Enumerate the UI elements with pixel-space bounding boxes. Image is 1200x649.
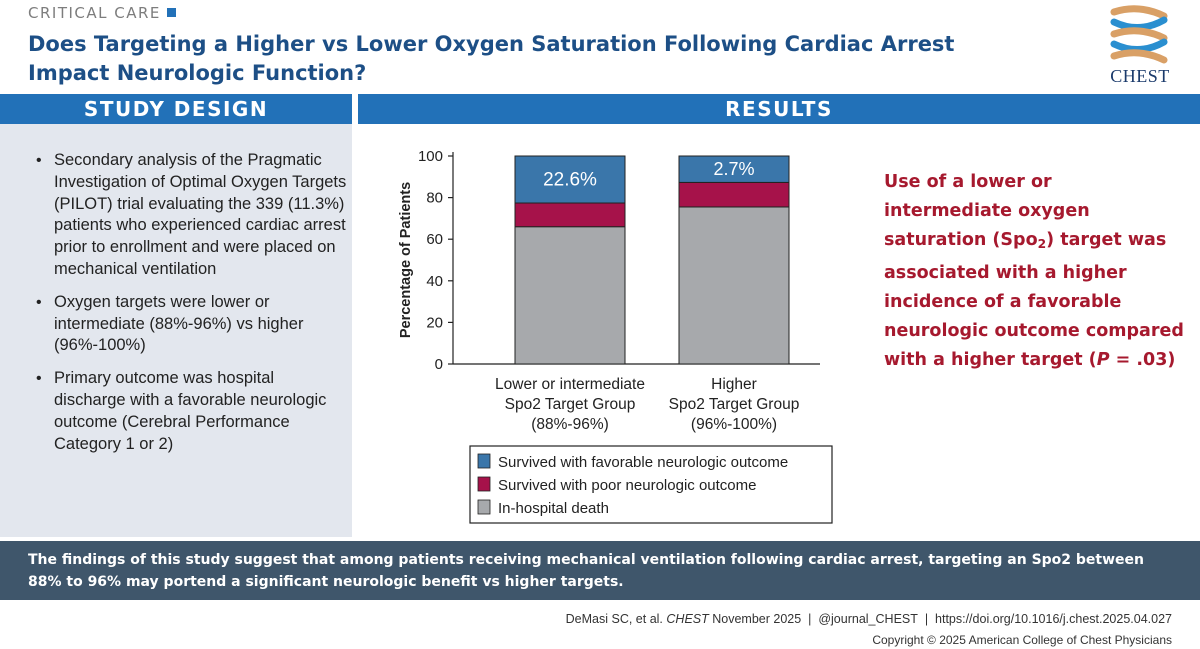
study-design-list: Secondary analysis of the Pragmatic Inve… bbox=[30, 150, 348, 466]
legend-box bbox=[469, 445, 833, 524]
legend-label: Survived with poor neurologic outcome bbox=[498, 477, 756, 494]
bar-segment bbox=[678, 181, 790, 208]
list-item: Oxygen targets were lower or intermediat… bbox=[30, 292, 348, 357]
copyright: Copyright © 2025 American College of Che… bbox=[872, 633, 1172, 647]
legend-swatch bbox=[477, 453, 491, 469]
x-tick-label: Spo2 Target Group bbox=[505, 396, 636, 413]
logo-wordmark: CHEST bbox=[1110, 66, 1170, 86]
bar-data-label: 22.6% bbox=[543, 170, 597, 191]
header: CRITICAL CARE Does Targeting a Higher vs… bbox=[0, 0, 1200, 94]
x-tick-label: (88%-96%) bbox=[531, 416, 609, 433]
y-tick-label: 100 bbox=[418, 148, 443, 165]
x-tick-label: Higher bbox=[711, 376, 757, 393]
chest-logo-icon bbox=[1110, 5, 1168, 64]
y-tick-label: 0 bbox=[435, 356, 443, 373]
bar-segment bbox=[514, 155, 626, 204]
summary-banner: The findings of this study suggest that … bbox=[0, 541, 1200, 600]
page-title: Does Targeting a Higher vs Lower Oxygen … bbox=[28, 32, 955, 85]
list-item: Primary outcome was hospital discharge w… bbox=[30, 368, 348, 455]
legend-swatch bbox=[477, 499, 491, 515]
bar-data-label: 2.7% bbox=[713, 159, 754, 179]
legend-swatch bbox=[477, 476, 491, 492]
results-heading: RESULTS bbox=[725, 97, 833, 121]
doi-link[interactable]: https://doi.org/10.1016/j.chest.2025.04.… bbox=[935, 612, 1172, 626]
key-finding: Use of a lower or intermediate oxygen sa… bbox=[884, 172, 1184, 370]
x-tick-label: Spo2 Target Group bbox=[669, 396, 800, 413]
citation: DeMasi SC, et al. CHEST November 2025 | … bbox=[565, 612, 1172, 626]
bar-segment bbox=[514, 226, 626, 365]
y-tick-label: 20 bbox=[426, 314, 443, 331]
legend-label: Survived with favorable neurologic outco… bbox=[498, 454, 788, 471]
bar-segment bbox=[514, 202, 626, 228]
y-tick-label: 80 bbox=[426, 190, 443, 207]
y-tick-label: 60 bbox=[426, 231, 443, 248]
section-label: CRITICAL CARE bbox=[28, 4, 176, 22]
section-square-icon bbox=[166, 8, 176, 17]
y-tick-label: 40 bbox=[426, 273, 443, 290]
x-tick-label: (96%-100%) bbox=[691, 416, 777, 433]
results-band bbox=[358, 94, 1200, 124]
bar-segment bbox=[678, 155, 790, 183]
y-axis-title: Percentage of Patients bbox=[398, 182, 414, 338]
bar-segment bbox=[678, 206, 790, 365]
x-tick-label: Lower or intermediate bbox=[495, 376, 645, 393]
study-design-heading: STUDY DESIGN bbox=[83, 97, 269, 121]
stacked-bar-chart: 0 20 40 60 80 100 Percentage of Patients 22.6% L… bbox=[398, 148, 833, 524]
plot-area: 0 20 40 60 80 100 Percentage of Patients 22.6% L… bbox=[398, 148, 833, 524]
list-item: Secondary analysis of the Pragmatic Inve… bbox=[30, 150, 348, 281]
legend-label: In-hospital death bbox=[498, 500, 609, 517]
study-design-band bbox=[0, 94, 352, 124]
